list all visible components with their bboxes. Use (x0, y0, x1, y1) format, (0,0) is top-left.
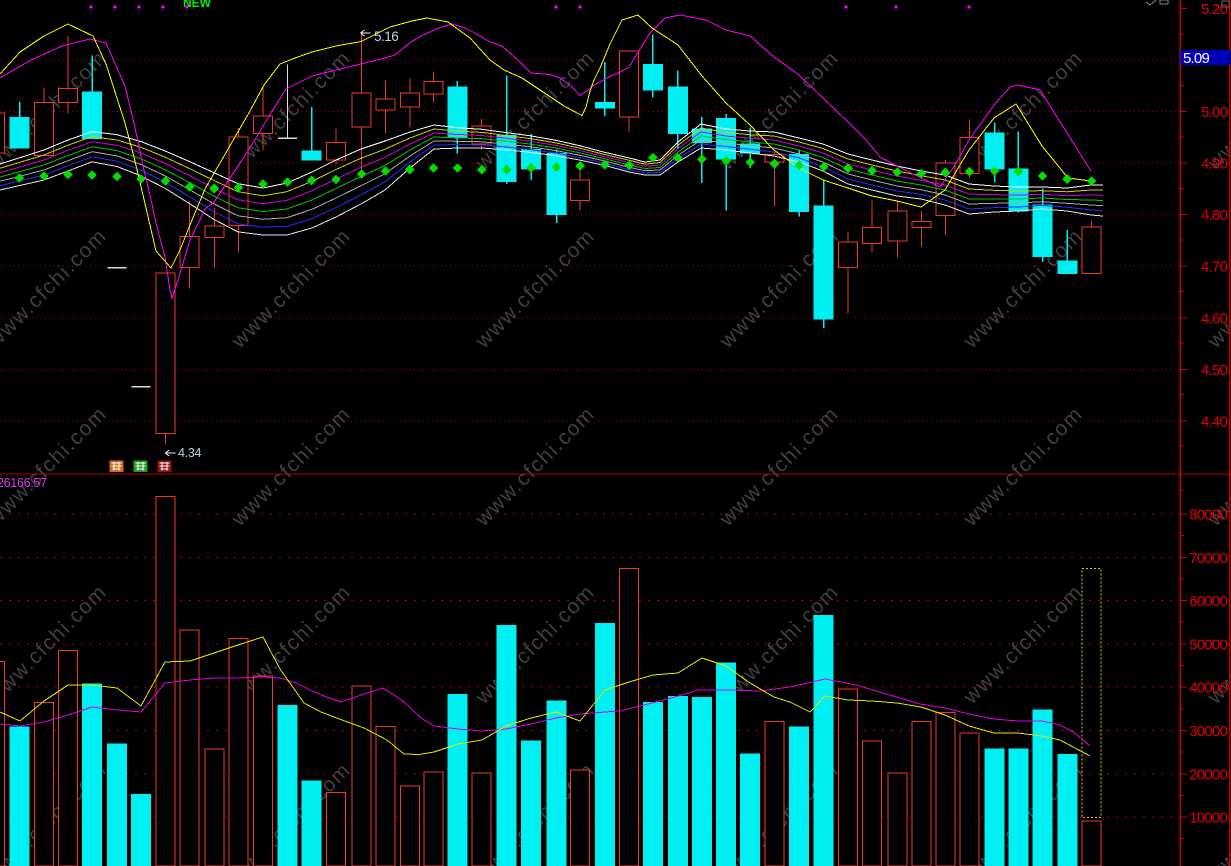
svg-text:30000: 30000 (1189, 723, 1227, 740)
svg-text:4.40: 4.40 (1201, 414, 1227, 431)
svg-text:60000: 60000 (1189, 593, 1227, 610)
svg-text:20000: 20000 (1189, 766, 1227, 783)
svg-text:5.09: 5.09 (1183, 50, 1209, 67)
svg-text:4.34: 4.34 (178, 446, 201, 460)
svg-text:80000: 80000 (1189, 507, 1227, 524)
svg-text:4.70: 4.70 (1201, 259, 1227, 276)
svg-text:5.20: 5.20 (1201, 1, 1227, 18)
svg-text:50000: 50000 (1189, 636, 1227, 653)
svg-text:4.80: 4.80 (1201, 207, 1227, 224)
svg-text:4.50: 4.50 (1201, 362, 1227, 379)
svg-text:4.60: 4.60 (1201, 311, 1227, 328)
svg-text:5.16: 5.16 (374, 29, 398, 44)
svg-text:26166.57: 26166.57 (0, 476, 47, 490)
svg-text:40000: 40000 (1189, 680, 1227, 697)
svg-text:4.90: 4.90 (1201, 156, 1227, 173)
svg-text:5.00: 5.00 (1201, 104, 1227, 121)
svg-text:70000: 70000 (1189, 550, 1227, 567)
svg-text:NEW: NEW (183, 0, 212, 10)
svg-text:10000: 10000 (1189, 810, 1227, 827)
